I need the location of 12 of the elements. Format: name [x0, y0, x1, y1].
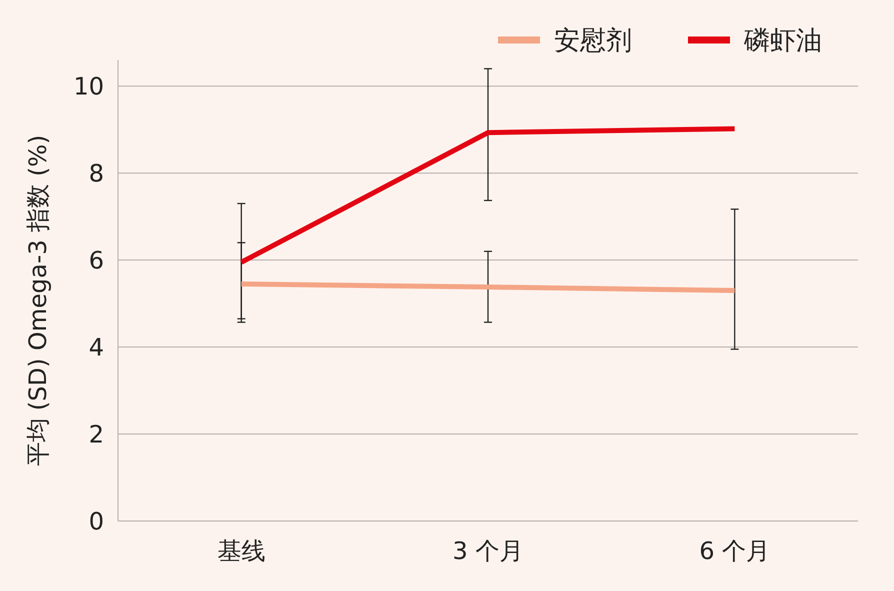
- legend-label: 安慰剂: [554, 26, 632, 56]
- x-tick-label: 基线: [217, 537, 266, 565]
- y-tick-label: 4: [88, 333, 104, 362]
- legend-label: 磷虾油: [743, 26, 822, 56]
- y-tick-label: 2: [88, 420, 104, 448]
- x-tick-label: 6 个月: [699, 537, 770, 565]
- y-tick-label: 10: [73, 72, 104, 100]
- x-tick-label: 3 个月: [452, 537, 524, 565]
- y-axis-title: 平均 (SD) Omega-3 指数 (%): [24, 134, 52, 466]
- y-tick-label: 6: [88, 246, 104, 274]
- y-tick-label: 0: [88, 507, 104, 536]
- y-tick-label: 8: [88, 159, 104, 188]
